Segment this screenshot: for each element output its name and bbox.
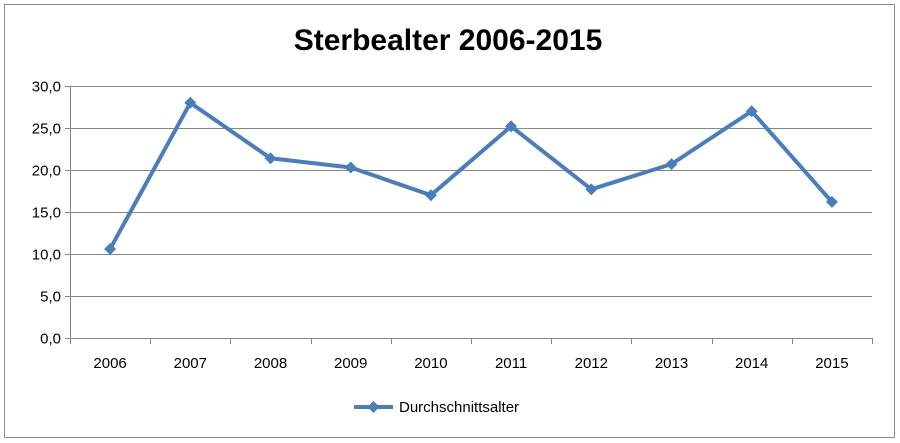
legend-marker [367, 401, 380, 413]
legend: Durchschnittsalter [354, 399, 519, 416]
grid-lines [70, 86, 872, 297]
chart-frame [4, 4, 895, 438]
x-tick-label: 2010 [414, 355, 447, 372]
y-tick-label: 15,0 [32, 205, 61, 222]
data-point-marker [344, 161, 357, 174]
x-tick-label: 2013 [655, 355, 688, 372]
data-point-marker [264, 152, 277, 165]
data-point-marker [424, 189, 437, 202]
y-tick-label: 10,0 [32, 247, 61, 264]
x-tick-label: 2014 [735, 355, 768, 372]
x-tick-label: 2012 [575, 355, 608, 372]
chart-title: Sterbealter 2006-2015 [294, 24, 603, 57]
y-tick-label: 30,0 [32, 79, 61, 96]
x-tick-label: 2008 [254, 355, 287, 372]
data-point-marker [585, 183, 598, 196]
y-tick-label: 5,0 [40, 289, 61, 306]
y-tick-labels: 0,0 5,0 10,0 15,0 20,0 25,0 30,0 [32, 79, 61, 348]
x-tick-label: 2009 [334, 355, 367, 372]
series-line [108, 100, 834, 251]
x-tick-label: 2006 [93, 355, 126, 372]
data-point-marker [745, 105, 758, 118]
y-tick-label: 25,0 [32, 121, 61, 138]
data-point-marker [184, 96, 197, 109]
x-tick-label: 2007 [174, 355, 207, 372]
legend-label: Durchschnittsalter [399, 399, 519, 416]
x-tick-label: 2015 [815, 355, 848, 372]
y-tick-label: 0,0 [40, 331, 61, 348]
data-point-marker [104, 242, 117, 255]
axes [65, 86, 873, 344]
data-point-marker [665, 158, 678, 171]
x-tick-labels: 2006 2007 2008 2009 2010 2011 2012 2013 2014 2015 [93, 355, 848, 372]
y-tick-label: 20,0 [32, 163, 61, 180]
data-point-marker [505, 120, 518, 133]
data-point-marker [825, 195, 838, 208]
x-tick-label: 2011 [495, 355, 527, 372]
series-layer [104, 96, 838, 255]
